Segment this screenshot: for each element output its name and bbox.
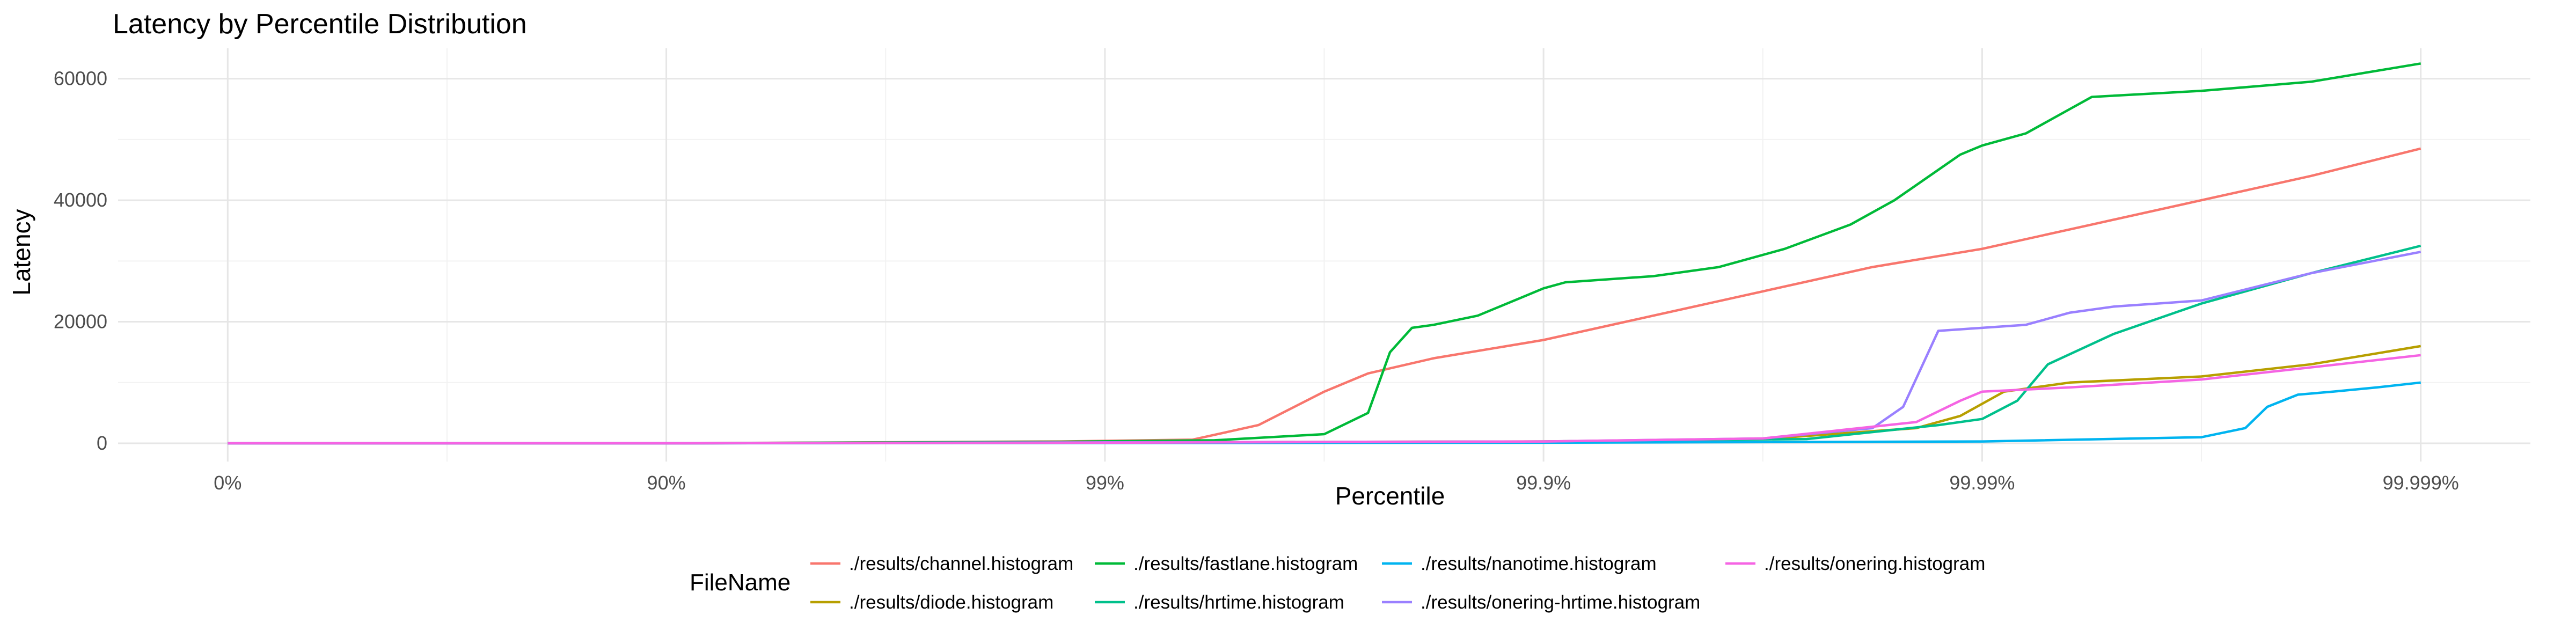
legend-label: ./results/onering-hrtime.histogram (1421, 592, 1700, 613)
y-axis-title: Latency (8, 209, 35, 295)
x-tick-label: 99% (1086, 472, 1124, 494)
plot-series (228, 62, 2421, 445)
x-tick-label: 99.999% (2383, 472, 2459, 494)
legend: FileName ./results/channel.histogram ./re… (690, 553, 1985, 613)
y-tick-label: 20000 (54, 311, 107, 333)
x-tick-label: 99.9% (1516, 472, 1571, 494)
x-tick-label: 90% (647, 472, 686, 494)
series-line (228, 62, 2421, 445)
legend-label: ./results/hrtime.histogram (1133, 592, 1344, 613)
x-tick-label: 0% (214, 472, 241, 494)
y-tick-label: 0 (97, 432, 107, 454)
y-tick-label: 60000 (54, 68, 107, 90)
x-axis-title: Percentile (1335, 482, 1445, 510)
plot-grid (118, 48, 2530, 462)
y-tick-label: 40000 (54, 189, 107, 211)
axis-ticks: 0% 90% 99% 99.9% 99.99% 99.999% 0 20000 40000 600… (54, 68, 2459, 494)
legend-label: ./results/onering.histogram (1764, 553, 1985, 574)
legend-label: ./results/diode.histogram (849, 592, 1053, 613)
legend-label: ./results/channel.histogram (849, 553, 1073, 574)
legend-title: FileName (690, 569, 791, 596)
series-line (228, 354, 2421, 445)
x-tick-label: 99.99% (1949, 472, 2015, 494)
legend-label: ./results/fastlane.histogram (1133, 553, 1358, 574)
chart-title: Latency by Percentile Distribution (113, 9, 527, 40)
legend-label: ./results/nanotime.histogram (1421, 553, 1657, 574)
